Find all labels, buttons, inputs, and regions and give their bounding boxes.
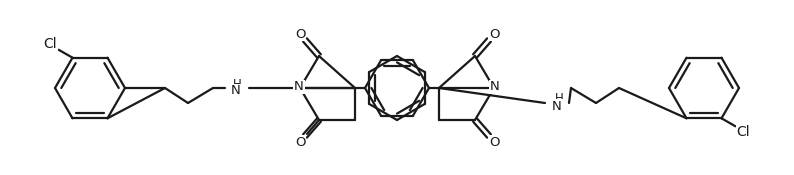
Text: N: N	[490, 80, 500, 93]
Text: O: O	[295, 135, 305, 149]
Text: O: O	[489, 27, 499, 40]
Text: N: N	[294, 80, 304, 93]
Text: N: N	[231, 85, 241, 97]
Text: Cl: Cl	[44, 37, 57, 51]
Text: H: H	[233, 78, 241, 90]
Text: N: N	[552, 100, 562, 113]
Text: Cl: Cl	[737, 125, 750, 139]
Text: O: O	[295, 27, 305, 40]
Text: O: O	[489, 135, 499, 149]
Text: H: H	[555, 92, 564, 104]
